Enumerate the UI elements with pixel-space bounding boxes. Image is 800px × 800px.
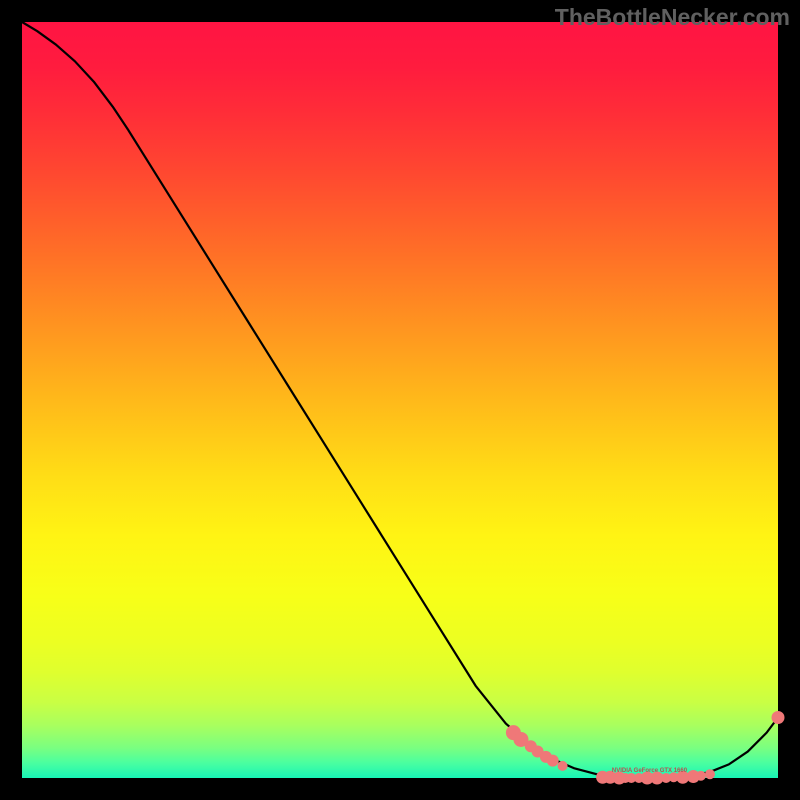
- marker-label: NVIDIA GeForce GTX 1660: [612, 768, 688, 774]
- bottleneck-chart: NVIDIA GeForce GTX 1660: [0, 0, 800, 800]
- chart-container: TheBottleNecker.com NVIDIA GeForce GTX 1…: [0, 0, 800, 800]
- data-marker: [772, 711, 785, 724]
- watermark-text: TheBottleNecker.com: [555, 4, 790, 31]
- data-marker: [558, 761, 568, 771]
- data-marker: [705, 769, 715, 779]
- plot-area: [22, 22, 778, 778]
- data-marker: [696, 771, 706, 781]
- data-marker: [547, 755, 559, 767]
